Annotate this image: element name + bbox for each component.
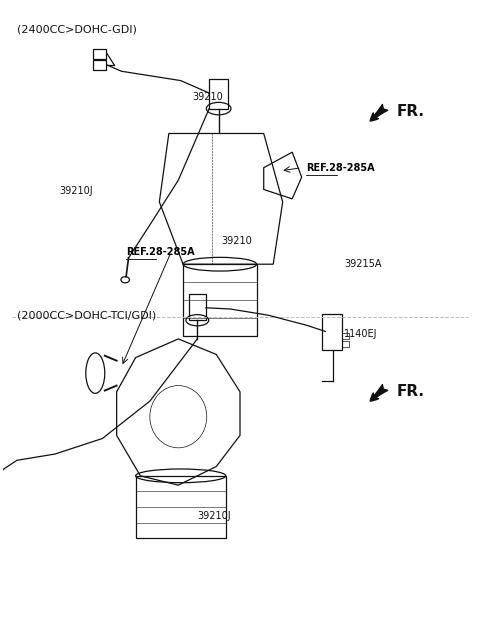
Text: REF.28-285A: REF.28-285A [306,163,375,173]
Text: 1140EJ: 1140EJ [344,329,378,339]
Text: REF.28-285A: REF.28-285A [126,247,195,257]
Text: FR.: FR. [396,104,425,119]
Text: (2000CC>DOHC-TCI/GDI): (2000CC>DOHC-TCI/GDI) [17,311,156,321]
Text: 39210J: 39210J [197,511,231,521]
Text: 39210: 39210 [221,236,252,246]
Text: 39210: 39210 [192,92,223,102]
Text: 39215A: 39215A [344,259,382,269]
Text: (2400CC>DOHC-GDI): (2400CC>DOHC-GDI) [17,24,137,35]
Text: FR.: FR. [396,384,425,399]
Text: 39210J: 39210J [60,186,93,196]
